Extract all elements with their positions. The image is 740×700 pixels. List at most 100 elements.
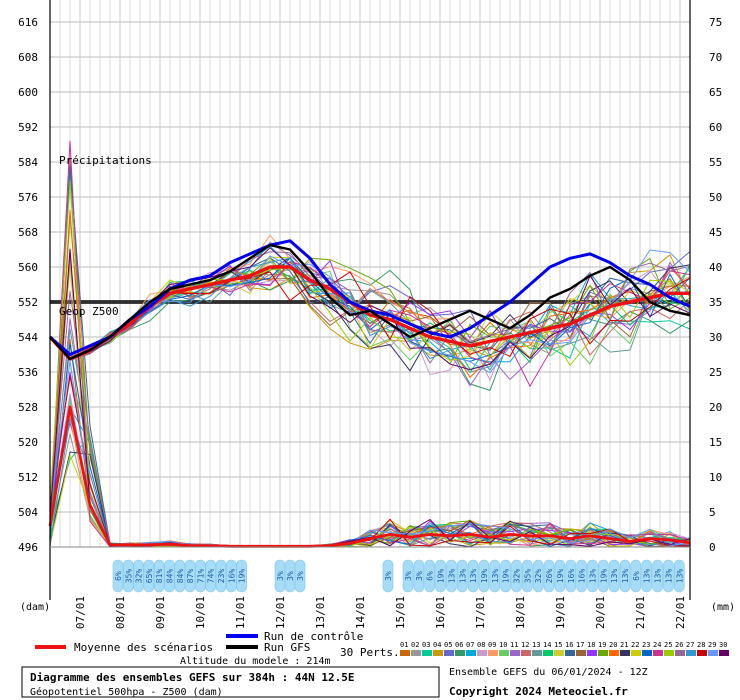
legend: Moyenne des scénarios Run de contrôle Ru… <box>35 630 729 659</box>
precip-prob-label: 19% <box>238 569 247 584</box>
pert-number: 17 <box>576 641 584 649</box>
y-right-unit: (mm) <box>711 602 735 613</box>
chart-title: Diagramme des ensembles GEFS sur 384h : … <box>30 671 355 684</box>
precip-prob-bubble <box>446 559 457 593</box>
x-tick-label: 12/01 <box>274 596 287 629</box>
altitude-label: Altitude du modele : 214m <box>180 656 331 667</box>
pert-swatch <box>554 650 564 656</box>
pert-number: 09 <box>488 641 496 649</box>
precip-prob-label: 6% <box>426 571 435 581</box>
precip-prob-label: 84% <box>166 569 175 584</box>
pert-line-precip <box>49 360 691 548</box>
mean-precip-line <box>48 405 691 548</box>
precip-prob-bubble <box>641 559 653 593</box>
precip-prob-label: 6% <box>632 571 641 581</box>
precip-prob-label: 19% <box>502 569 511 584</box>
pert-number: 10 <box>499 641 507 649</box>
y-right-tick-label: 45 <box>709 226 722 239</box>
pert-swatch <box>598 650 608 656</box>
precip-prob-bubble <box>236 559 247 593</box>
precip-prob-label: 13% <box>458 569 467 584</box>
precip-prob-label: 35% <box>523 569 532 584</box>
y-left-tick-label: 608 <box>18 51 38 64</box>
ensemble-info: Ensemble GEFS du 06/01/2024 - 12Z <box>449 667 648 678</box>
x-tick-label: 14/01 <box>354 596 367 629</box>
x-tick-label: 21/01 <box>634 596 647 629</box>
y-left-tick-label: 512 <box>18 471 38 484</box>
pert-swatch <box>532 650 542 656</box>
precip-prob-label: 23% <box>217 569 226 584</box>
x-ticks: 07/01 08/01 09/01 10/01 11/01 12/01 13/01 14/01… <box>74 596 687 629</box>
precip-prob-label: 71% <box>196 569 205 584</box>
precip-prob-bubble <box>522 559 533 593</box>
precip-prob-label: 74% <box>207 569 216 584</box>
pert-line-z500 <box>49 260 691 360</box>
pert-number: 28 <box>697 641 705 649</box>
precip-prob-bubble <box>532 559 544 593</box>
precip-prob-bubble <box>478 559 490 593</box>
pert-swatch <box>664 650 674 656</box>
y-right-tick-label: 35 <box>709 296 722 309</box>
pert-swatch <box>488 650 498 656</box>
precip-prob-label: 3% <box>415 571 424 581</box>
precip-prob-label: 81% <box>155 569 164 584</box>
precip-prob-label: 3% <box>384 571 393 581</box>
pert-number: 21 <box>620 641 628 649</box>
pert-swatch <box>675 650 685 656</box>
title-box <box>21 666 440 698</box>
pert-swatch <box>455 650 465 656</box>
precip-prob-bubble <box>652 559 663 593</box>
main-lines <box>48 239 691 548</box>
precip-prob-label: 13% <box>654 569 663 584</box>
precip-prob-bubble <box>587 559 598 593</box>
precip-prob-label: 65% <box>145 569 154 584</box>
x-tick-label: 22/01 <box>674 596 687 629</box>
y-left-tick-label: 584 <box>18 156 38 169</box>
precip-prob-label: 6% <box>114 571 123 581</box>
legend-mean-label: Moyenne des scénarios <box>74 641 213 654</box>
y-right-tick-label: 65 <box>709 86 722 99</box>
precip-prob-label: 19% <box>556 569 565 584</box>
precip-prob-label: 19% <box>599 569 608 584</box>
pert-swatch <box>587 650 597 656</box>
precip-prob-label: 19% <box>437 569 446 584</box>
pert-legend: 01 02 03 04 05 06 07 08 09 10 11 12 13 14 15 16 17 18 19 20… <box>400 641 729 656</box>
x-tick-label: 11/01 <box>234 596 247 629</box>
pert-number: 06 <box>455 641 463 649</box>
y-right-tick-label: 5 <box>709 506 716 519</box>
pert-swatch <box>466 650 476 656</box>
pert-number: 08 <box>477 641 485 649</box>
pert-swatch <box>510 650 520 656</box>
pert-swatch <box>433 650 443 656</box>
y-left-tick-label: 600 <box>18 86 38 99</box>
precip-prob-bubble <box>543 559 555 593</box>
x-tick-label: 19/01 <box>554 596 567 629</box>
pert-number: 12 <box>521 641 529 649</box>
precip-prob-label: 3% <box>296 571 305 581</box>
pert-number: 29 <box>708 641 716 649</box>
y-left-tick-label: 496 <box>18 541 38 554</box>
precip-prob-bubble <box>619 559 631 593</box>
pert-number: 24 <box>653 641 661 649</box>
precip-prob-label: 13% <box>621 569 630 584</box>
pert-swatch <box>576 650 586 656</box>
pert-swatch <box>609 650 619 656</box>
precip-prob-label: 13% <box>675 569 684 584</box>
precip-prob-label: 87% <box>186 569 195 584</box>
pert-swatch <box>686 650 696 656</box>
pert-number: 25 <box>664 641 672 649</box>
y-left-tick-label: 568 <box>18 226 38 239</box>
pert-number: 13 <box>532 641 540 649</box>
y-right-tick-label: 10 <box>709 471 722 484</box>
pert-swatch <box>631 650 641 656</box>
pert-number: 26 <box>675 641 683 649</box>
pert-swatch <box>543 650 553 656</box>
y-right-tick-label: 75 <box>709 16 722 29</box>
pert-swatch <box>499 650 509 656</box>
precip-prob-label: 32% <box>534 569 543 584</box>
precip-prob-label: 13% <box>664 569 673 584</box>
pert-line-z500 <box>49 257 691 371</box>
y-left-unit: (dam) <box>20 602 50 613</box>
